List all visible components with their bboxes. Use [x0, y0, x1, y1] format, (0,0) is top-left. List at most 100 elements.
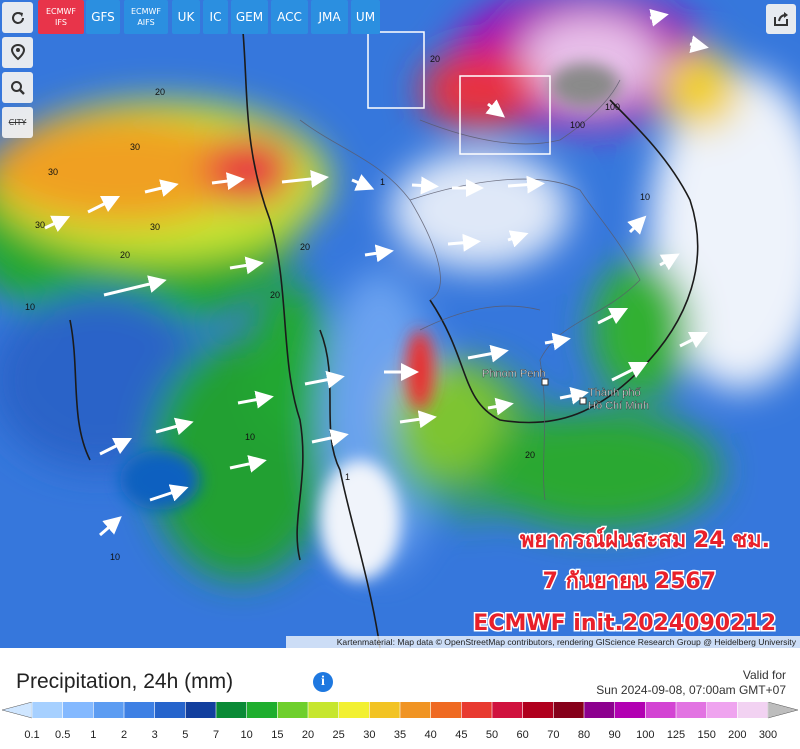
contour-label: 30 — [150, 222, 160, 232]
model-button[interactable]: ECMWF AIFS — [124, 0, 168, 34]
wind-arrow — [467, 344, 509, 363]
model-button[interactable]: UM — [351, 0, 380, 34]
refresh-button[interactable] — [2, 2, 33, 33]
wind-arrow — [627, 215, 647, 235]
map[interactable]: 30 30 30 30 20 20 20 20 20 10 10 10 1 1 100 100 10 20 Phn… — [0, 0, 800, 648]
model-button[interactable]: GFS — [86, 0, 120, 34]
model-label: IC — [209, 9, 222, 24]
wind-arrow — [544, 332, 571, 351]
model-button[interactable]: ECMWF IFS — [38, 0, 84, 34]
contour-label: 20 — [300, 242, 310, 252]
scale-bin — [522, 702, 554, 718]
wind-arrow — [304, 370, 345, 389]
scale-label: 50 — [486, 729, 498, 741]
model-label: IFS — [55, 18, 67, 27]
wind-arrow — [149, 484, 189, 502]
model-button[interactable]: GEM — [231, 0, 268, 34]
scale-label: 20 — [302, 729, 314, 741]
wind-arrow — [659, 253, 680, 271]
wind-arrow — [411, 176, 439, 195]
scale-bin — [492, 702, 523, 718]
share-icon — [774, 12, 788, 26]
scale-label: 125 — [667, 729, 685, 741]
overlay-line: ECMWF init.2024090212 — [473, 611, 776, 636]
wind-arrow — [487, 397, 514, 416]
wind-arrow — [611, 361, 649, 382]
scale-label: 45 — [455, 729, 467, 741]
share-button[interactable] — [766, 4, 796, 34]
model-button[interactable]: JMA — [311, 0, 348, 34]
scale-label: 40 — [425, 729, 437, 741]
scale-label: 15 — [271, 729, 283, 741]
model-button[interactable]: ACC — [271, 0, 308, 34]
scale-bin — [706, 702, 738, 718]
city-label: Phnom Penh — [482, 368, 546, 380]
scale-label: 25 — [333, 729, 345, 741]
wind-arrow — [679, 331, 709, 349]
wind-arrow — [447, 233, 481, 252]
model-label: UK — [177, 9, 195, 24]
wind-arrows — [44, 8, 709, 537]
scale-bin — [737, 702, 768, 718]
legend-title: Precipitation, 24h (mm) — [16, 670, 234, 693]
scale-bin — [185, 702, 216, 718]
model-label: ECMWF — [130, 7, 162, 16]
zoom-button[interactable] — [2, 72, 33, 103]
location-button[interactable] — [2, 37, 33, 68]
model-label: AIFS — [137, 18, 155, 27]
overlay-line: 7 กันยายน 2567 — [543, 569, 716, 594]
scale-label: 60 — [517, 729, 529, 741]
scale-bin — [614, 702, 646, 718]
scale-label: 3 — [152, 729, 158, 741]
wind-arrow — [281, 169, 329, 188]
contour-label: 30 — [130, 142, 140, 152]
wind-arrow — [144, 179, 179, 197]
contour-label: 10 — [25, 302, 35, 312]
wind-arrow — [559, 386, 589, 405]
location-icon — [10, 43, 25, 60]
contour-label: 10 — [640, 192, 650, 202]
contour-label: 1 — [345, 472, 350, 482]
contour-label: 30 — [48, 167, 58, 177]
scale-bin — [308, 702, 339, 718]
contour-labels: 30 30 30 30 20 20 20 20 20 10 10 10 1 1 100 100 10 20 — [25, 54, 650, 562]
wind-arrow — [211, 172, 245, 191]
valid-time: Sun 2024-09-08, 07:00am GMT+07 — [596, 683, 786, 697]
scale-label: 80 — [578, 729, 590, 741]
model-button[interactable]: UK — [172, 0, 200, 34]
scale-bin — [124, 702, 155, 718]
wind-arrow — [311, 429, 349, 447]
scale-label: 30 — [363, 729, 375, 741]
scale-label: 0.5 — [55, 729, 70, 741]
attribution: Kartenmaterial: Map data © OpenStreetMap… — [337, 637, 797, 647]
legend: Precipitation, 24h (mm) i Valid for Sun … — [0, 648, 800, 749]
scale-bin — [645, 702, 676, 718]
scale-bin — [93, 702, 124, 718]
model-label: ECMWF — [45, 7, 77, 16]
scale-bin — [338, 702, 370, 718]
city-button[interactable]: CITY — [2, 107, 33, 138]
model-button[interactable]: IC — [203, 0, 228, 34]
scale-label: 100 — [636, 729, 654, 741]
contour-label: 1 — [380, 177, 385, 187]
wind-arrow — [485, 99, 506, 118]
refresh-icon — [11, 11, 24, 24]
contour-label: 20 — [525, 450, 535, 460]
info-button[interactable]: i — [313, 672, 333, 692]
overlay-text: พยากรณ์ฝนสะสม 24 ชม. 7 กันยายน 2567 ECMWF … — [472, 526, 778, 638]
contour-label: 20 — [430, 54, 440, 64]
scale-bin — [246, 702, 278, 718]
scale-bin — [154, 702, 186, 718]
wind-arrow — [44, 215, 71, 232]
overlay-line: พยากรณ์ฝนสะสม 24 ชม. — [520, 527, 770, 553]
city-label: Thành phố — [588, 387, 641, 399]
scale-label: 300 — [759, 729, 777, 741]
model-label: GEM — [235, 9, 264, 24]
wind-arrow — [99, 437, 133, 456]
city-label: Hồ Chí Minh — [588, 400, 649, 412]
precipitation-field — [0, 0, 800, 580]
contour-label: 30 — [35, 220, 45, 230]
wind-arrow — [229, 455, 267, 473]
